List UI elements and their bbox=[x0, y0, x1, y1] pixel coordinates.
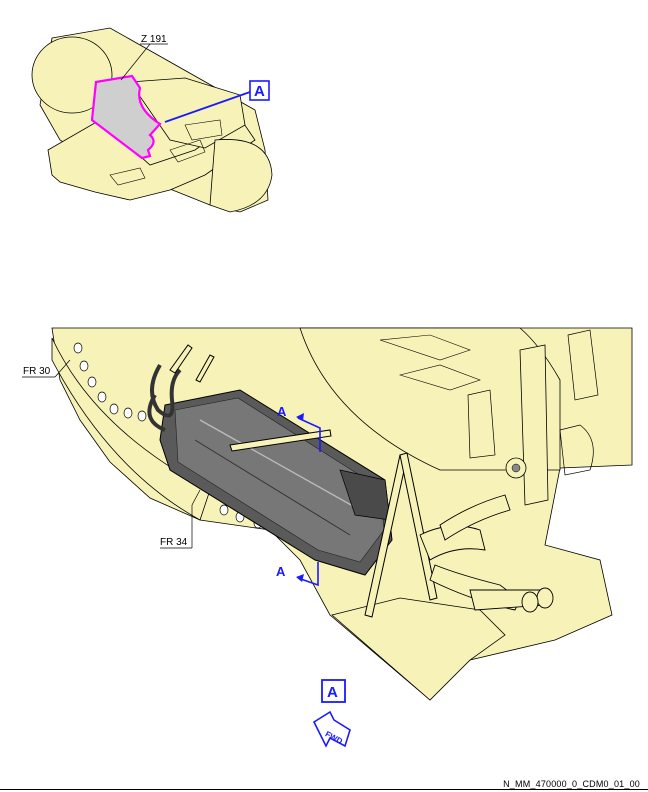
zone-z191-area bbox=[90, 74, 162, 160]
fwd-arrow-icon: FWD bbox=[312, 710, 351, 748]
fuselage-end bbox=[31, 36, 113, 114]
wing-root-plate bbox=[129, 77, 246, 149]
view-a-leader bbox=[164, 91, 251, 123]
zone-label: Z 191 bbox=[141, 34, 167, 45]
fairing-bulge bbox=[209, 139, 273, 213]
frame-label-fr30: FR 30 bbox=[23, 366, 51, 377]
view-a-box-bottom bbox=[321, 679, 346, 703]
view-a-label-top: A bbox=[254, 83, 265, 100]
footer-rule bbox=[0, 789, 648, 790]
support-struts bbox=[169, 344, 438, 618]
section-cut-label-upper: A bbox=[277, 404, 287, 419]
hose-assembly bbox=[419, 494, 554, 613]
view-a-label-bottom: A bbox=[327, 684, 338, 701]
view-a-box-top bbox=[249, 80, 270, 101]
section-cut-label-lower: A bbox=[276, 564, 286, 579]
mounting-bracket-panel bbox=[519, 344, 549, 506]
section-cut-a: A A bbox=[276, 404, 321, 587]
frame-label-fr34: FR 34 bbox=[160, 537, 188, 548]
drawing-reference: N_MM_470000_0_CDM0_01_00 bbox=[503, 779, 640, 789]
overview-illustration: Z 191 A bbox=[31, 27, 273, 213]
detail-illustration: FR 30 FR 34 A A A FWD bbox=[22, 327, 633, 748]
belly-fairing bbox=[47, 117, 256, 201]
floor-plate bbox=[331, 597, 506, 701]
